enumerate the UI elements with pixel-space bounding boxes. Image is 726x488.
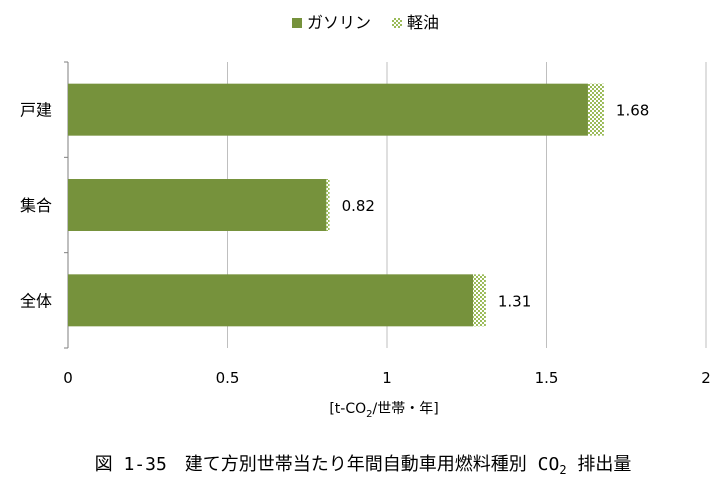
value-label-0: 1.68 xyxy=(616,102,649,120)
bar-diesel-2 xyxy=(473,274,486,327)
legend-label-0: ガソリン xyxy=(307,13,371,32)
value-label-1: 0.82 xyxy=(342,197,375,215)
legend: ガソリン 軽油 xyxy=(292,13,439,32)
legend-swatch-1 xyxy=(392,18,402,28)
bar-gasoline-0 xyxy=(68,83,588,136)
figure-caption: 図 1-35 建て方別世帯当たり年間自動車用燃料種別 CO2 排出量 xyxy=(95,454,632,477)
legend-swatch-0 xyxy=(292,18,302,28)
bar-diesel-1 xyxy=(326,179,330,231)
category-label-2: 全体 xyxy=(20,291,52,310)
legend-label-1: 軽油 xyxy=(407,13,439,32)
bar-gasoline-1 xyxy=(68,179,327,231)
value-label-2: 1.31 xyxy=(498,292,531,310)
x-tick-label-4: 2 xyxy=(701,369,711,387)
bar-gasoline-2 xyxy=(68,274,474,327)
bar-diesel-0 xyxy=(587,83,604,136)
x-axis-title: [t-CO2/世帯・年] xyxy=(329,401,438,420)
category-label-0: 戸建 xyxy=(20,101,52,120)
x-tick-label-0: 0 xyxy=(63,369,73,387)
category-label-1: 集合 xyxy=(20,196,52,215)
bars xyxy=(68,83,604,327)
x-tick-label-3: 1.5 xyxy=(535,369,559,387)
x-tick-label-2: 1 xyxy=(382,369,392,387)
labels: 戸建 1.68 集合 0.82 全体 1.31 xyxy=(20,101,649,311)
x-tick-label-1: 0.5 xyxy=(216,369,240,387)
